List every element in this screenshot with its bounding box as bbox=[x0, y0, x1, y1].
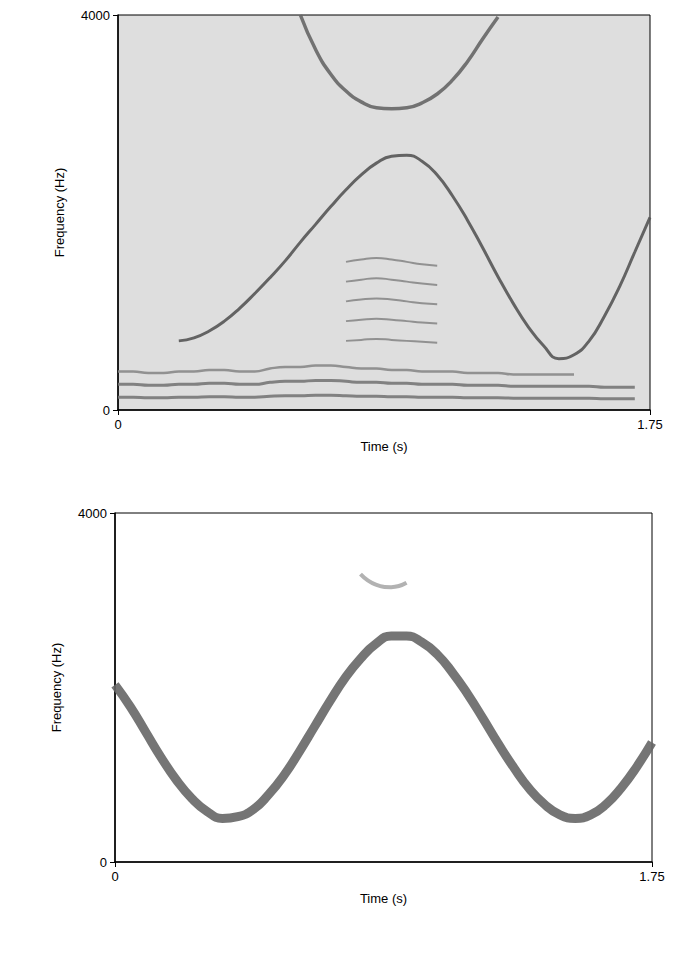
svg-text:0: 0 bbox=[114, 417, 121, 432]
svg-text:0: 0 bbox=[111, 869, 118, 884]
svg-text:4000: 4000 bbox=[81, 8, 110, 23]
svg-text:0: 0 bbox=[103, 403, 110, 418]
svg-text:Frequency (Hz): Frequency (Hz) bbox=[49, 643, 64, 733]
svg-text:4000: 4000 bbox=[78, 506, 107, 521]
svg-text:Frequency (Hz): Frequency (Hz) bbox=[52, 168, 67, 258]
svg-text:1.75: 1.75 bbox=[639, 869, 664, 884]
svg-text:Time (s): Time (s) bbox=[360, 891, 407, 906]
svg-text:1.75: 1.75 bbox=[637, 417, 662, 432]
svg-text:0: 0 bbox=[100, 855, 107, 870]
svg-text:Time (s): Time (s) bbox=[360, 439, 407, 454]
